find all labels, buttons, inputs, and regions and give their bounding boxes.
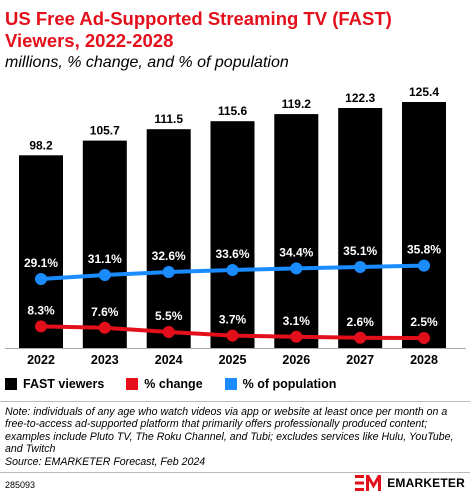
x-tick-2024: 2024: [155, 353, 183, 367]
legend-swatch-percent-population: [224, 378, 237, 390]
population-label-2024: 32.6%: [152, 249, 186, 263]
change-label-2028: 2.5%: [410, 315, 438, 329]
change-point-2022: [35, 320, 47, 333]
population-point-2024: [162, 266, 175, 278]
legend-label-percent-change: % change: [144, 377, 203, 391]
change-label-2026: 3.1%: [283, 314, 311, 328]
bar-2022: [19, 155, 63, 348]
bar-label-2026: 119.2: [282, 97, 312, 111]
bar-label-2024: 111.5: [154, 112, 183, 126]
legend-label-fast-viewers: FAST viewers: [23, 377, 105, 391]
note-text: Note: individuals of any age who watch v…: [5, 406, 454, 456]
population-label-2026: 34.4%: [279, 245, 313, 259]
legend-item-percent-change: % change: [126, 377, 203, 391]
source-text: Source: EMARKETER Forecast, Feb 2024: [5, 455, 206, 468]
chart-id: 285093: [5, 480, 36, 490]
population-label-2023: 31.1%: [88, 252, 122, 266]
bar-label-2022: 98.2: [29, 138, 53, 152]
chart-plot: 98.2 105.7 111.5 115.6 119.2 122.3 125.4 29.1% 3…: [5, 85, 466, 367]
footer-divider: [0, 472, 470, 473]
legend-item-fast-viewers: FAST viewers: [5, 377, 104, 391]
change-label-2025: 3.7%: [219, 313, 247, 327]
change-label-2027: 2.6%: [347, 315, 375, 329]
population-label-2028: 35.8%: [407, 243, 441, 257]
bar-label-2027: 122.3: [345, 91, 375, 105]
x-tick-2025: 2025: [219, 353, 247, 367]
legend-label-percent-population: % of population: [242, 377, 337, 391]
chart-note: Note: individuals of any age who watch v…: [5, 406, 467, 468]
change-point-2028: [418, 332, 430, 344]
population-point-2022: [35, 273, 47, 285]
note-divider: [0, 401, 470, 402]
bar-2023: [82, 140, 127, 348]
population-label-2025: 33.6%: [215, 247, 249, 261]
change-point-2023: [98, 321, 111, 334]
population-label-2022: 29.1%: [24, 256, 58, 270]
legend-swatch-fast-viewers: [5, 378, 17, 390]
chart-legend: FAST viewers % change % of population: [5, 376, 358, 392]
change-label-2023: 7.6%: [91, 305, 119, 319]
bar-2027: [338, 108, 383, 348]
bar-label-2025: 115.6: [218, 104, 248, 118]
population-point-2026: [290, 262, 303, 275]
chart-subtitle: millions, % change, and % of population: [5, 54, 289, 71]
emarketer-logo-icon: [355, 475, 382, 491]
population-point-2025: [226, 264, 239, 276]
population-label-2027: 35.1%: [343, 244, 377, 258]
bar-2025: [210, 121, 255, 348]
x-tick-2027: 2027: [346, 353, 374, 367]
change-label-2022: 8.3%: [27, 303, 55, 317]
chart-title: US Free Ad-Supported Streaming TV (FAST)…: [5, 8, 392, 51]
brand-name: EMARKETER: [387, 476, 465, 490]
change-point-2025: [226, 329, 239, 342]
brand-logo: EMARKETER: [355, 474, 465, 492]
legend-swatch-percent-change: [126, 378, 139, 390]
bar-2024: [146, 129, 191, 348]
x-tick-2022: 2022: [27, 353, 55, 367]
x-tick-2028: 2028: [410, 353, 438, 367]
population-point-2027: [354, 261, 367, 273]
bar-label-2023: 105.7: [90, 124, 120, 138]
change-point-2027: [354, 331, 367, 344]
change-label-2024: 5.5%: [155, 309, 183, 323]
bar-2026: [274, 114, 319, 348]
bar-2028: [402, 102, 446, 348]
x-tick-2023: 2023: [91, 353, 119, 367]
change-point-2026: [290, 330, 303, 343]
x-tick-2026: 2026: [282, 353, 310, 367]
legend-item-percent-population: % of population: [224, 377, 337, 391]
population-point-2028: [418, 259, 430, 272]
change-point-2024: [162, 326, 175, 338]
population-point-2023: [98, 269, 111, 281]
bar-label-2028: 125.4: [409, 85, 439, 99]
